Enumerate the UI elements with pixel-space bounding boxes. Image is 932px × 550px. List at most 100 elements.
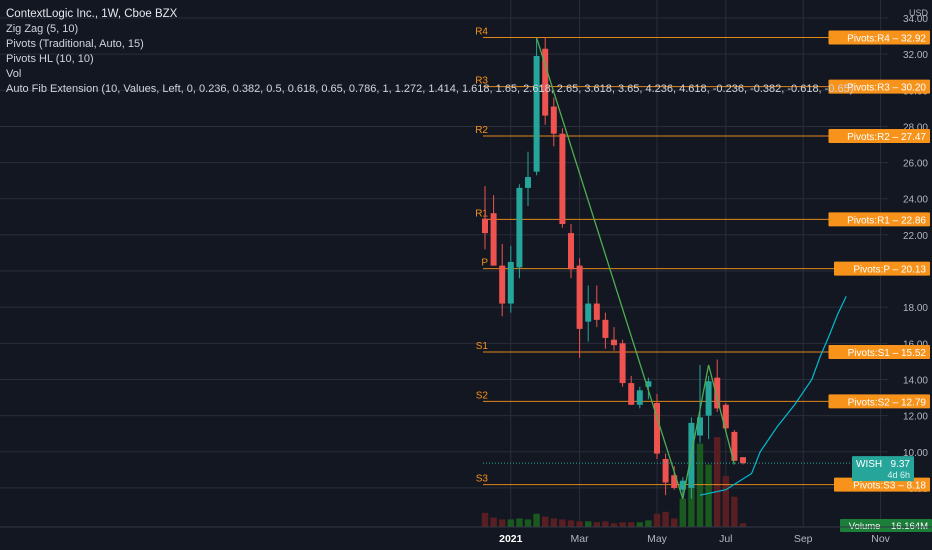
volume-bar: [516, 518, 523, 527]
volume-bar: [671, 518, 678, 527]
last-price-symbol: WISH: [856, 459, 882, 470]
volume-bar: [628, 522, 635, 527]
pivot-tag-text: Pivots:R1 – 22.86: [847, 215, 926, 226]
candle-body[interactable]: [731, 431, 738, 461]
volume-badge[interactable]: [840, 519, 932, 532]
pivot-tag-s1[interactable]: [828, 345, 931, 360]
pivot-tag-text: Pivots:R2 – 27.47: [847, 132, 926, 143]
legend-indicator-pivots[interactable]: Pivots (Traditional, Auto, 15): [6, 38, 144, 50]
volume-bar: [499, 519, 506, 527]
volume-bar: [696, 443, 704, 527]
candle-body[interactable]: [705, 381, 712, 416]
price-tick-label: 28.00: [903, 122, 928, 133]
volume-bar: [533, 513, 540, 527]
candle-body[interactable]: [482, 218, 488, 234]
candle-body[interactable]: [559, 133, 566, 225]
volume-bar: [636, 522, 643, 527]
volume-bar: [679, 498, 686, 527]
pivot-tag-text: Pivots:S1 – 15.52: [848, 348, 927, 359]
legend-indicator-pivots-hl[interactable]: Pivots HL (10, 10): [6, 53, 94, 65]
pivot-tag-text: Pivots:R4 – 32.92: [847, 34, 926, 45]
price-tick-label: 10.00: [903, 448, 928, 459]
volume-bar: [559, 519, 566, 527]
chart-legend: ContextLogic Inc., 1W, Cboe BZX Zig Zag …: [6, 7, 853, 97]
candle-body[interactable]: [499, 265, 506, 304]
price-tick-label: 34.00: [903, 14, 928, 25]
candle-body[interactable]: [568, 233, 574, 270]
price-tick-label: 26.00: [903, 159, 928, 170]
candle-body[interactable]: [490, 213, 497, 266]
pivot-label-s2: S2: [476, 390, 489, 401]
candle-body[interactable]: [654, 402, 660, 454]
pivot-label-r3: R3: [475, 76, 488, 87]
volume-bar: [705, 464, 712, 527]
price-tick-label: 12.00: [903, 412, 928, 423]
candle-body[interactable]: [636, 390, 643, 405]
candle-body[interactable]: [550, 106, 557, 134]
candle-body[interactable]: [525, 177, 531, 188]
candle-body[interactable]: [671, 475, 678, 488]
candle-body[interactable]: [611, 339, 617, 346]
volume-bar: [550, 518, 557, 527]
candle-body[interactable]: [602, 319, 609, 338]
candle-body[interactable]: [697, 417, 703, 436]
pivot-tag-s3[interactable]: [834, 477, 930, 492]
volume-bar: [602, 521, 609, 527]
price-tick-label: 24.00: [903, 195, 928, 206]
pivot-tag-r2[interactable]: [828, 129, 931, 144]
candle-body[interactable]: [576, 265, 583, 329]
candle-body[interactable]: [516, 187, 523, 268]
candle-body[interactable]: [714, 377, 721, 409]
candle-body[interactable]: [619, 343, 626, 384]
candle-body[interactable]: [645, 381, 652, 387]
candle-body[interactable]: [593, 303, 600, 320]
volume-bar: [645, 520, 652, 527]
volume-bar: [722, 475, 729, 527]
time-tick-label: May: [647, 533, 668, 545]
candle-body[interactable]: [533, 55, 540, 172]
volume-bar: [739, 523, 747, 527]
volume-bar: [507, 519, 514, 527]
pivot-tag-s2[interactable]: [828, 394, 931, 409]
price-tick-label: 22.00: [903, 231, 928, 242]
price-tick-label: 32.00: [903, 50, 928, 61]
volume-bar: [585, 521, 592, 527]
candle-body[interactable]: [542, 48, 549, 116]
candle-body[interactable]: [585, 303, 592, 322]
pivot-tag-r1[interactable]: [828, 212, 931, 227]
volume-bar: [567, 520, 575, 527]
pivot-tag-text: Pivots:R3 – 30.20: [847, 83, 926, 94]
zigzag-line: [535, 37, 736, 499]
candle-body[interactable]: [628, 383, 635, 405]
pivot-label-r1: R1: [475, 208, 488, 219]
candle-body[interactable]: [662, 459, 669, 483]
legend-indicator-auto-fib[interactable]: Auto Fib Extension (10, Values, Left, 0,…: [6, 83, 854, 95]
volume-bar: [593, 522, 600, 527]
fib-extension-curve: [699, 296, 847, 496]
volume-bar: [731, 496, 738, 527]
legend-title[interactable]: ContextLogic Inc., 1W, Cboe BZX: [6, 8, 178, 20]
volume-bar: [490, 517, 497, 527]
volume-bar: [619, 522, 626, 527]
candle-body[interactable]: [740, 457, 746, 464]
legend-indicator-vol[interactable]: Vol: [6, 68, 22, 80]
pivot-tag-text: Pivots:P – 20.13: [853, 265, 926, 276]
pivot-tag-text: Pivots:S3 – 8.18: [853, 481, 926, 492]
price-tick-label: 18.00: [903, 303, 928, 314]
candle-body[interactable]: [722, 404, 729, 429]
last-price-badge[interactable]: [852, 456, 914, 482]
pivot-tag-r3[interactable]: [828, 79, 931, 94]
candle-body[interactable]: [507, 262, 514, 304]
volume-bar: [653, 513, 661, 527]
time-tick-label: Mar: [571, 533, 590, 545]
price-unit-label: USD: [909, 8, 929, 18]
pivot-tag-p[interactable]: [834, 261, 930, 276]
volume-bar: [542, 516, 549, 527]
legend-indicator-zigzag[interactable]: Zig Zag (5, 10): [6, 23, 79, 35]
pivot-tag-r4[interactable]: [828, 30, 931, 45]
time-tick-label: Jul: [719, 533, 732, 545]
volume-bar: [576, 521, 583, 527]
candle-body[interactable]: [679, 480, 686, 490]
volume-bar: [662, 511, 669, 527]
